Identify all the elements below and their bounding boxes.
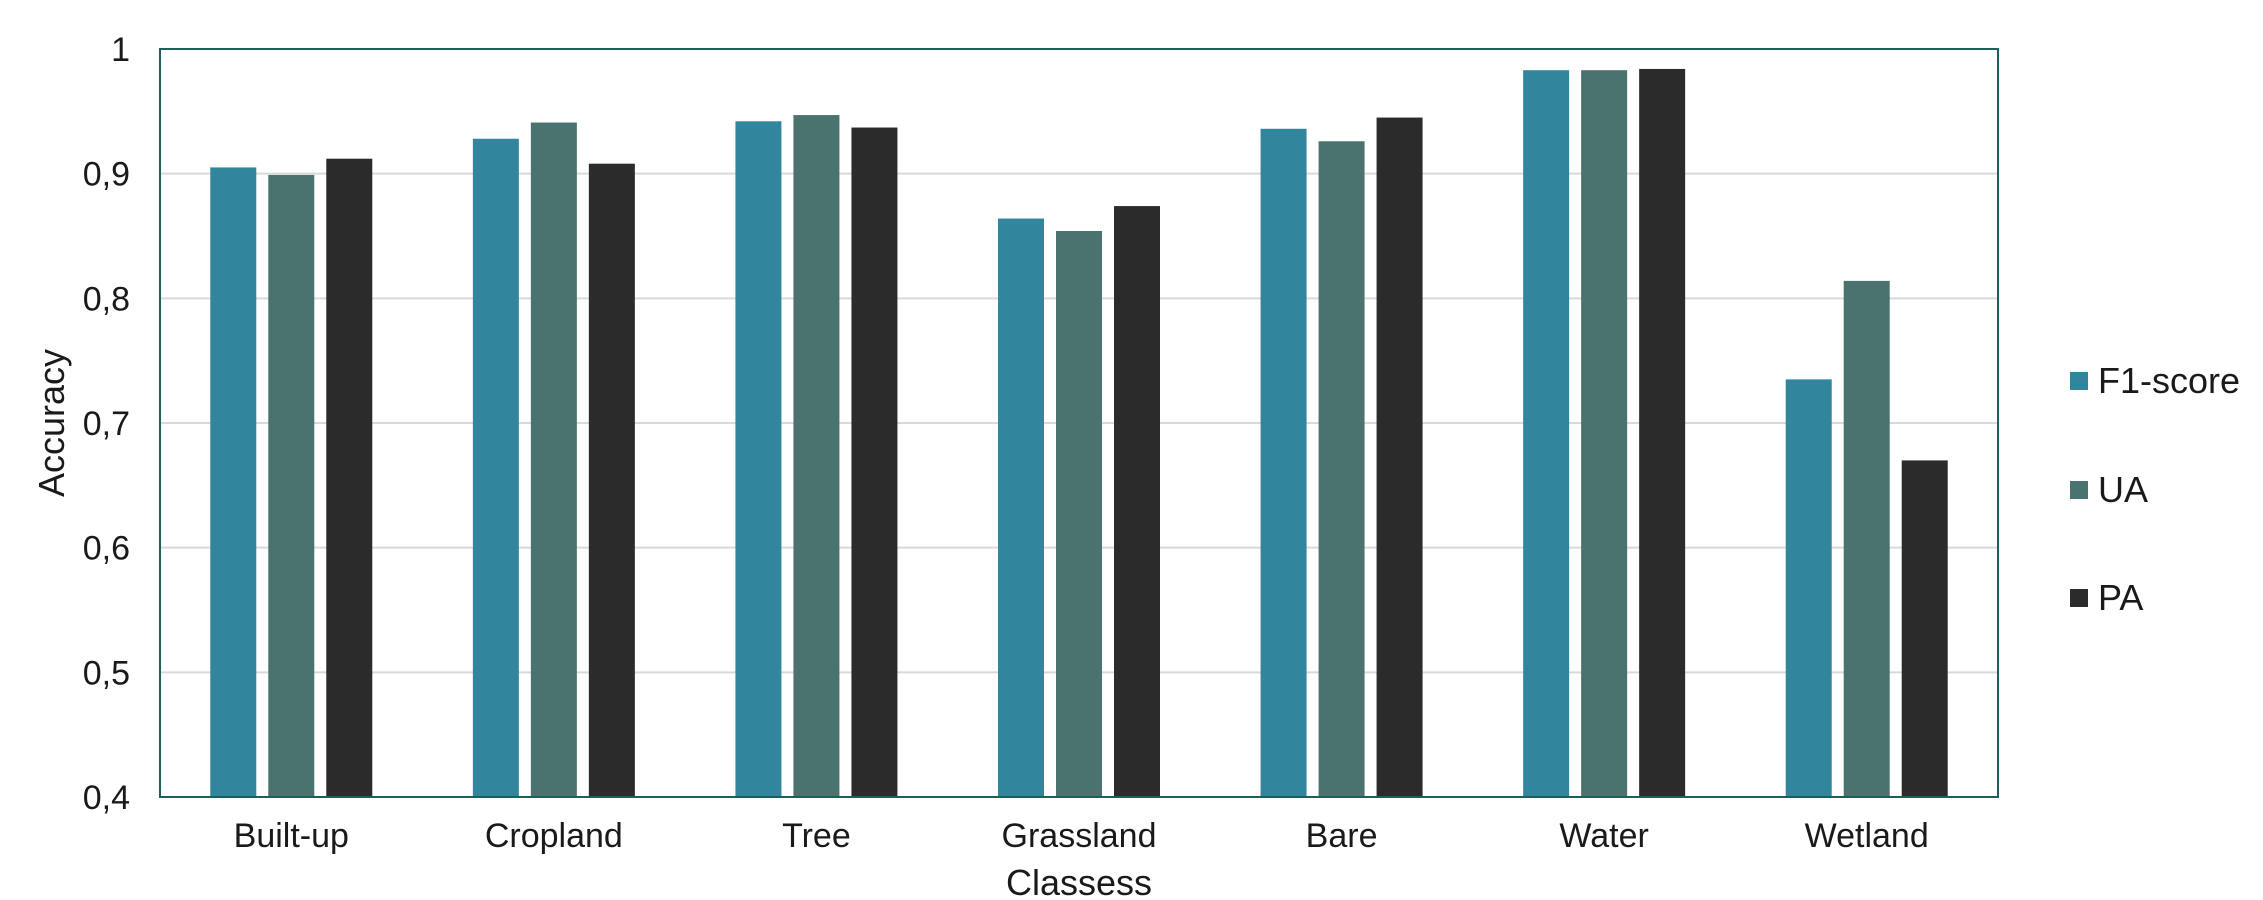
x-tick-label: Bare — [1306, 817, 1378, 855]
x-tick-label: Wetland — [1805, 817, 1929, 855]
legend-label: PA — [2098, 577, 2143, 618]
bar-ua — [793, 115, 840, 797]
bar-f1-score — [1785, 379, 1832, 797]
bar-ua — [1843, 280, 1890, 797]
legend: F1-score UA PA — [2070, 360, 2240, 618]
y-axis-title: Accuracy — [31, 349, 72, 497]
bar-pa — [326, 158, 373, 797]
x-tick-label: Cropland — [485, 817, 623, 855]
bar-f1-score — [1523, 70, 1570, 797]
bar-pa — [1114, 206, 1160, 797]
x-tick-label: Tree — [782, 817, 851, 855]
bar-f1-score — [1260, 128, 1307, 797]
bar-pa — [1901, 460, 1948, 797]
x-axis-title: Classess — [1006, 862, 1152, 900]
x-tick-label: Grassland — [1002, 817, 1157, 855]
legend-label: F1-score — [2098, 360, 2240, 401]
x-tick-label: Built-up — [234, 817, 349, 855]
bar-f1-score — [210, 167, 257, 797]
bar-ua — [268, 174, 315, 797]
bar-pa — [851, 127, 898, 798]
y-tick-label: 0,4 — [83, 779, 130, 817]
plot-frame — [159, 48, 1999, 798]
y-tick-label: 0,8 — [83, 280, 130, 318]
y-tick-labels: 0,4 0,5 0,6 0,7 0,8 0,9 1 — [83, 31, 130, 817]
legend-swatch — [2070, 372, 2088, 390]
y-tick-label: 0,5 — [83, 654, 130, 692]
legend-swatch — [2070, 589, 2088, 607]
y-tick-label: 0,7 — [83, 405, 130, 443]
bar-ua — [530, 122, 577, 797]
y-tick-label: 1 — [111, 31, 130, 69]
bar-pa — [1376, 117, 1423, 798]
y-tick-label: 0,9 — [83, 156, 130, 194]
y-tick-label: 0,6 — [83, 530, 130, 568]
bars — [210, 68, 1948, 798]
bar-f1-score — [998, 218, 1044, 798]
bar-f1-score — [735, 121, 782, 798]
x-tick-label: Water — [1559, 817, 1648, 855]
bar-f1-score — [472, 138, 519, 797]
bar-pa — [588, 163, 635, 797]
bar-ua — [1318, 141, 1365, 798]
bar-ua — [1581, 70, 1628, 797]
bar-ua — [1056, 231, 1102, 798]
x-tick-labels: Built-up Cropland Tree Grassland Bare Water We… — [234, 817, 1929, 855]
legend-swatch — [2070, 481, 2088, 499]
bar-pa — [1639, 68, 1686, 798]
legend-label: UA — [2098, 469, 2148, 510]
